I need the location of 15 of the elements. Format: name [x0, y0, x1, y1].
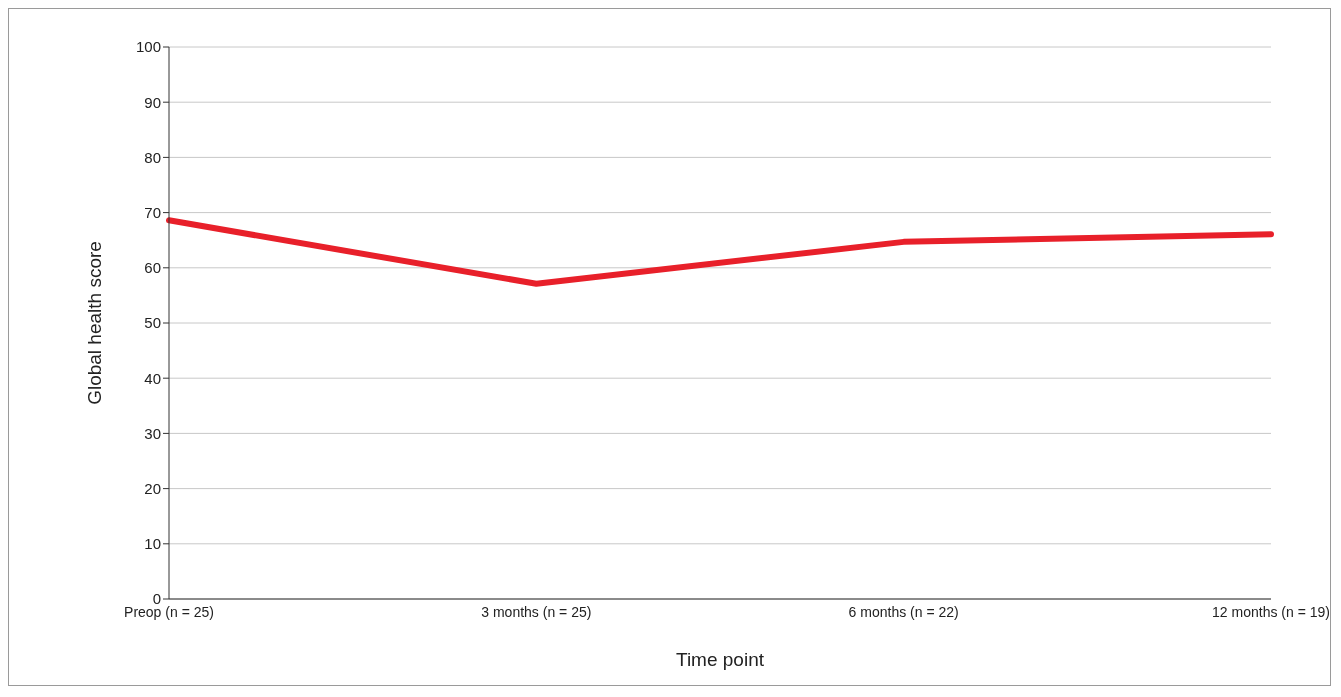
x-axis-title: Time point — [676, 649, 765, 670]
y-tick-label: 100 — [135, 38, 161, 56]
y-tick-label: 50 — [144, 314, 161, 332]
y-tick-label: 10 — [144, 535, 161, 553]
y-axis-title: Global health score — [83, 241, 105, 405]
y-tick-label: 90 — [144, 93, 161, 111]
y-tick-label: 60 — [144, 259, 161, 277]
x-tick-label: 6 months (n = 22) — [848, 603, 959, 620]
x-tick-label: 12 months (n = 19) — [1212, 603, 1330, 620]
y-tick-label: 40 — [144, 369, 161, 387]
x-tick-label: 3 months (n = 25) — [481, 603, 592, 620]
y-tick-label: 30 — [144, 424, 161, 442]
y-tick-label: 70 — [144, 203, 161, 221]
y-tick-label: 20 — [144, 479, 161, 497]
y-tick-label: 80 — [144, 148, 161, 166]
